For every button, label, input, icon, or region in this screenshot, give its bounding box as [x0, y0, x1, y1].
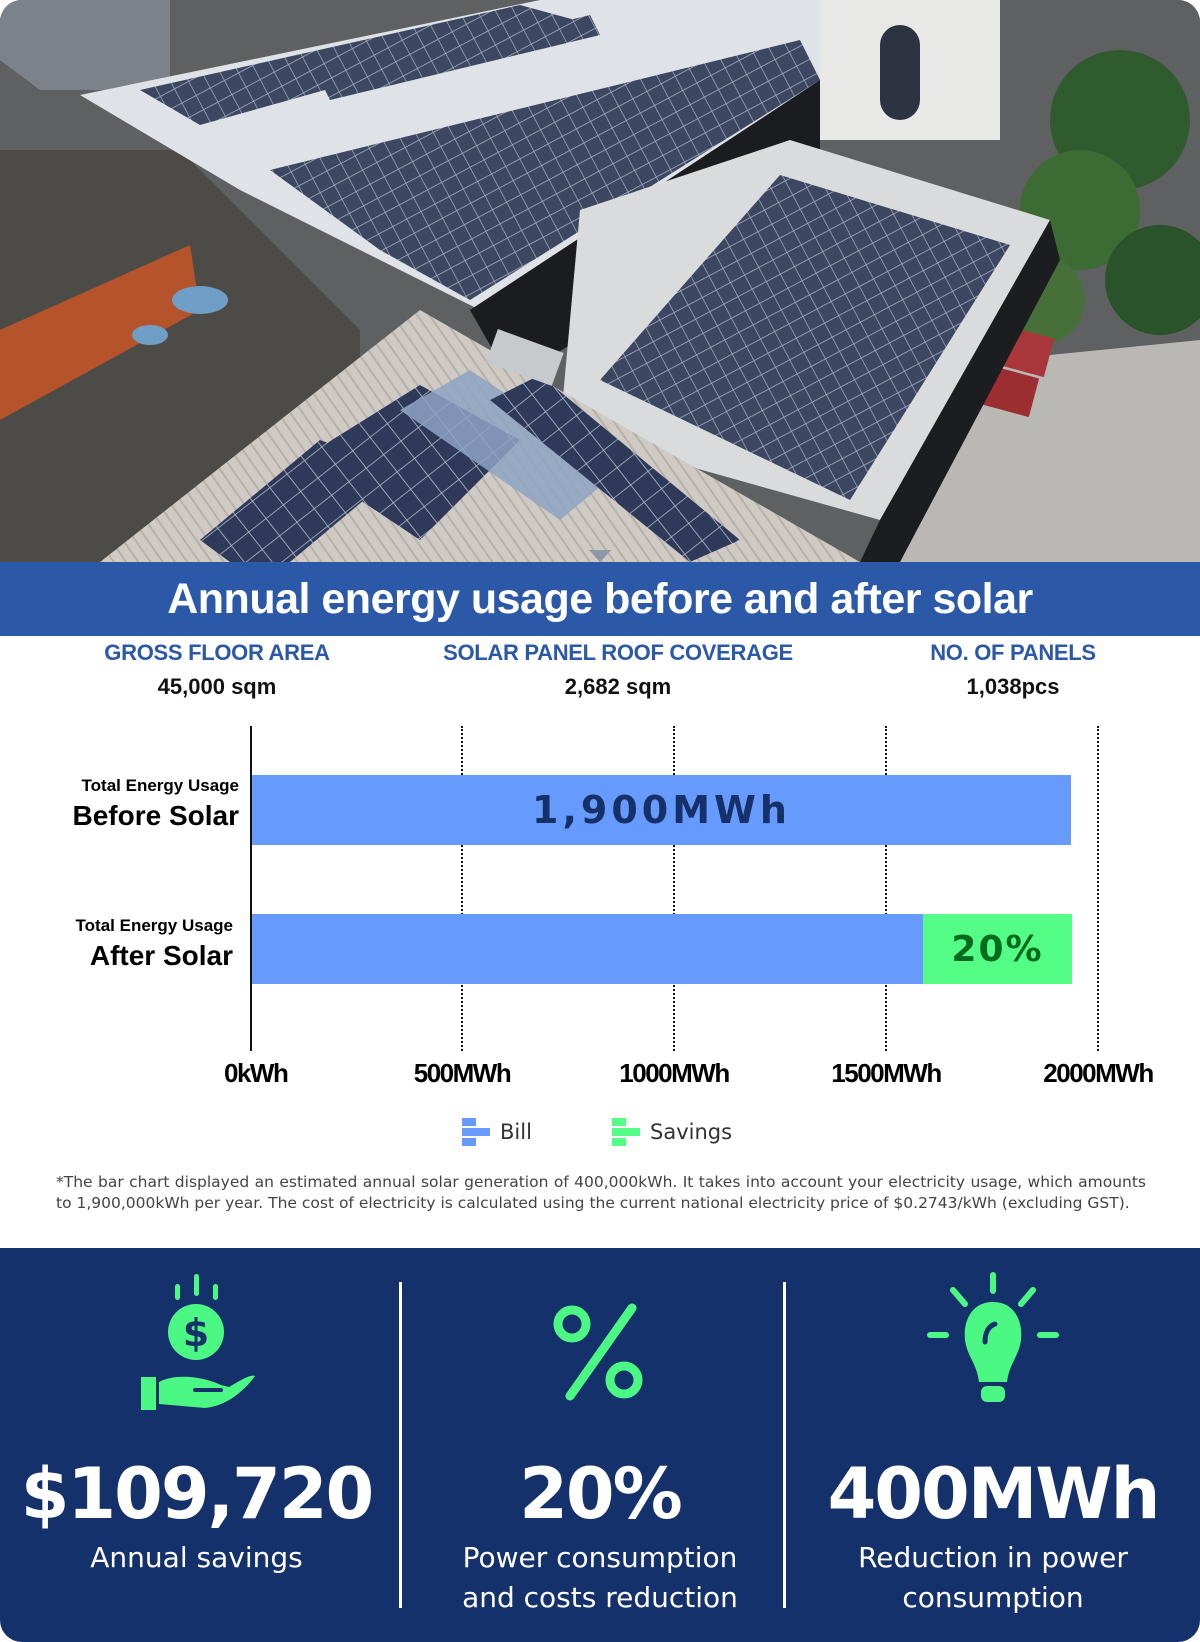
- savings-percent-label: 20%: [951, 928, 1044, 970]
- kpi-panel: $ $109,720 Annual savings 20% Power cons…: [0, 1248, 1200, 1642]
- kpi-divider: [783, 1282, 786, 1608]
- stat-gross-floor-area: GROSS FLOOR AREA 45,000 sqm: [92, 640, 342, 700]
- stat-value: 1,038pcs: [966, 674, 1060, 699]
- chart-legend: Bill Savings: [0, 1118, 1200, 1150]
- chart-footnote: *The bar chart displayed an estimated an…: [56, 1173, 1146, 1212]
- kpi-label: Reduction in power consumption: [858, 1541, 1128, 1614]
- stat-panel-count: NO. OF PANELS 1,038pcs: [904, 640, 1122, 700]
- kpi-mwh-reduction: 400MWh Reduction in power consumption: [786, 1248, 1200, 1642]
- gridline-2000: [1097, 726, 1099, 1051]
- kpi-value: $109,720: [20, 1453, 375, 1535]
- kpi-label: Annual savings: [90, 1541, 303, 1574]
- bar-value-label: 1,900MWh: [532, 788, 791, 832]
- hero-photo: [0, 0, 1200, 562]
- kpi-value: 400MWh: [827, 1453, 1161, 1535]
- legend-item-bill: Bill: [462, 1118, 532, 1146]
- title-banner: Annual energy usage before and after sol…: [0, 550, 1200, 636]
- money-in-hand-icon: $: [140, 1274, 255, 1410]
- stat-label: SOLAR PANEL ROOF COVERAGE: [443, 640, 793, 665]
- bar-after-solar: 20%: [252, 914, 1072, 984]
- x-tick-1000: 1000MWh: [619, 1058, 730, 1088]
- bar-segment-bill: 1,900MWh: [252, 775, 1071, 845]
- stat-value: 45,000 sqm: [157, 674, 277, 699]
- stat-label: NO. OF PANELS: [930, 640, 1096, 665]
- gridline-500: [461, 726, 463, 1051]
- bar-segment-bill: [252, 914, 923, 984]
- bar-chart-icon: [612, 1118, 640, 1146]
- kpi-value: 20%: [519, 1453, 683, 1535]
- x-tick-0: 0kWh: [224, 1058, 289, 1088]
- x-tick-500: 500MWh: [413, 1058, 512, 1088]
- y-axis-line: [250, 726, 252, 1051]
- stat-roof-coverage: SOLAR PANEL ROOF COVERAGE 2,682 sqm: [418, 640, 818, 700]
- row-label-before-solar: Total Energy Usage Before Solar: [72, 776, 240, 831]
- percent-icon: [553, 1303, 643, 1401]
- kpi-label: Power consumption and costs reduction: [462, 1541, 738, 1614]
- kpi-divider: [399, 1282, 402, 1608]
- lightbulb-icon: [927, 1272, 1059, 1402]
- bar-chart-icon: [462, 1118, 490, 1146]
- x-tick-1500: 1500MWh: [831, 1058, 942, 1088]
- stat-label: GROSS FLOOR AREA: [104, 640, 330, 665]
- banner-notch: [589, 550, 611, 562]
- page-title: Annual energy usage before and after sol…: [167, 574, 1033, 623]
- project-stats: GROSS FLOOR AREA 45,000 sqm SOLAR PANEL …: [0, 640, 1200, 710]
- bar-before-solar: 1,900MWh: [252, 775, 1071, 845]
- energy-bar-chart: Total Energy Usage Before Solar 1,900MWh…: [0, 720, 1200, 1100]
- stat-value: 2,682 sqm: [564, 674, 672, 699]
- svg-text:$: $: [182, 1311, 208, 1355]
- gridline-1500: [885, 726, 887, 1051]
- bar-segment-savings: 20%: [923, 914, 1072, 984]
- row-label-after-solar: Total Energy Usage After Solar: [75, 916, 233, 971]
- rooftop-solar-photo: [0, 0, 1200, 562]
- kpi-consumption-reduction: 20% Power consumption and costs reductio…: [402, 1248, 798, 1642]
- kpi-annual-savings: $ $109,720 Annual savings: [0, 1248, 393, 1642]
- legend-item-savings: Savings: [612, 1118, 732, 1146]
- gridline-1000: [673, 726, 675, 1051]
- legend-label: Bill: [500, 1120, 532, 1144]
- x-tick-2000: 2000MWh: [1043, 1058, 1154, 1088]
- legend-label: Savings: [650, 1120, 733, 1144]
